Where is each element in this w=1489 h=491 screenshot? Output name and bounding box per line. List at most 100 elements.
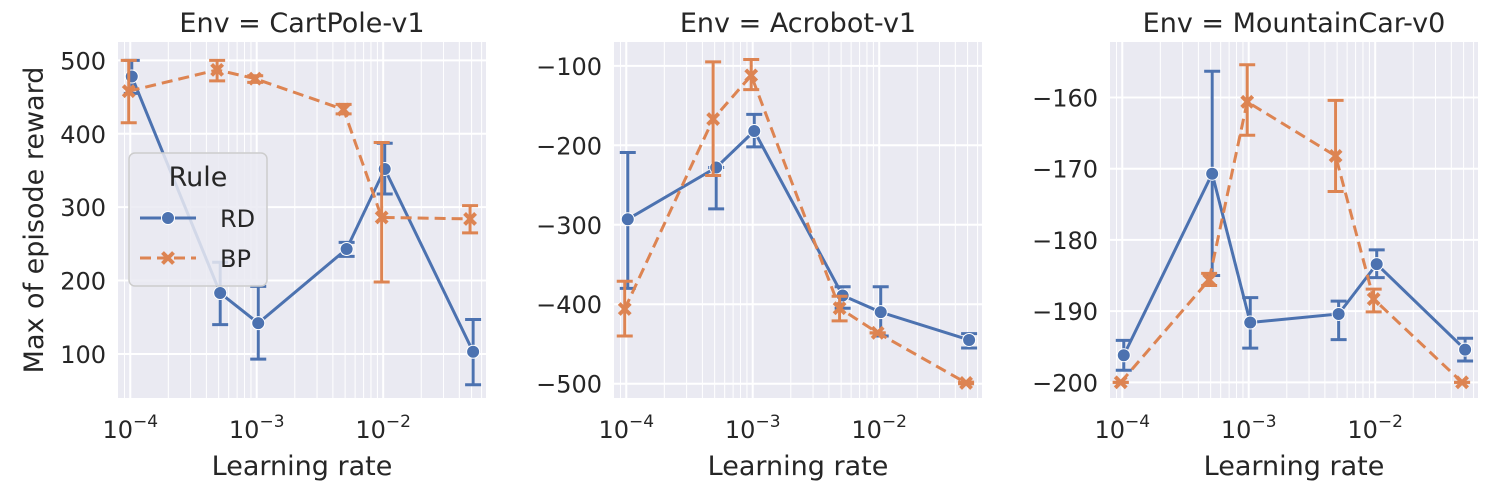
series-bp	[120, 58, 479, 284]
x-tick-exponent: −2	[1378, 412, 1403, 432]
data-point-x	[374, 210, 389, 225]
x-tick-exponent: −4	[1125, 412, 1150, 432]
x-tick-base: 10	[725, 416, 756, 444]
data-point-x	[1366, 292, 1381, 306]
data-point	[1328, 149, 1343, 163]
x-tick-base: 10	[598, 416, 629, 444]
x-tick-label: 10−3	[1221, 412, 1277, 444]
data-point	[962, 332, 977, 347]
data-point	[873, 305, 888, 320]
legend-marker	[161, 251, 175, 265]
x-tick-base: 10	[1221, 416, 1252, 444]
y-tick-label: −170	[1032, 156, 1098, 184]
x-tick-base: 10	[355, 416, 386, 444]
series-rd	[1115, 69, 1474, 372]
y-axis-label: Max of episode reward	[19, 67, 50, 374]
data-point-x	[121, 84, 136, 99]
grid	[614, 42, 982, 398]
data-point-x	[1240, 94, 1255, 109]
x-axis-label: Learning rate	[708, 451, 889, 482]
panel-title: Env = Acrobot-v1	[680, 8, 916, 39]
data-point	[251, 316, 266, 331]
y-tick-label: −200	[536, 132, 602, 160]
data-point	[1366, 292, 1381, 306]
x-tick-label: 10−4	[102, 412, 158, 444]
y-tick-label: −500	[536, 371, 602, 399]
data-point	[1113, 375, 1128, 390]
data-point	[709, 160, 724, 175]
data-point	[620, 212, 635, 227]
x-tick-exponent: −3	[259, 412, 284, 432]
legend-label: RD	[220, 205, 255, 233]
data-point	[374, 210, 389, 225]
y-tick-label: 500	[60, 47, 106, 75]
panel-title: Env = CartPole-v1	[179, 8, 424, 39]
data-point	[1205, 166, 1220, 181]
series-line	[1122, 169, 1467, 356]
data-point	[213, 286, 228, 301]
data-point-x	[210, 62, 225, 77]
data-point-x	[959, 375, 973, 390]
data-point	[617, 302, 632, 316]
legend-entry-bp: BP	[140, 245, 251, 273]
data-point	[1243, 315, 1258, 330]
x-tick-exponent: −4	[629, 412, 654, 432]
data-point-x	[744, 68, 759, 83]
data-point	[121, 84, 136, 99]
x-tick-exponent: −3	[1251, 412, 1276, 432]
data-point	[466, 344, 481, 359]
y-tick-label: 400	[60, 121, 106, 149]
plot-area	[1110, 42, 1478, 398]
data-point	[339, 241, 354, 256]
x-tick-exponent: −2	[386, 412, 411, 432]
panel-title: Env = MountainCar-v0	[1143, 8, 1446, 39]
data-point-x	[1328, 149, 1343, 163]
x-tick-exponent: −3	[755, 412, 780, 432]
data-point	[210, 62, 225, 77]
y-tick-label: −300	[536, 212, 602, 240]
data-point	[248, 71, 263, 86]
y-tick-label: −100	[536, 53, 602, 81]
x-tick-base: 10	[102, 416, 133, 444]
legend-title: Rule	[169, 162, 228, 193]
data-point-x	[1455, 375, 1469, 390]
legend-label: BP	[220, 245, 251, 273]
grid	[118, 42, 486, 398]
data-point-x	[463, 211, 477, 226]
data-point	[377, 161, 392, 176]
x-tick-base: 10	[851, 416, 882, 444]
series-line	[128, 68, 471, 221]
data-point	[959, 375, 973, 390]
x-tick-label: 10−2	[1347, 412, 1403, 444]
data-point-x	[1202, 272, 1217, 287]
x-tick-label: 10−4	[1094, 412, 1150, 444]
y-tick-label: 100	[60, 341, 106, 369]
x-tick-label: 10−3	[725, 412, 781, 444]
data-point-x	[336, 102, 351, 117]
x-axis-label: Learning rate	[212, 451, 393, 482]
x-tick-label: 10−2	[355, 412, 411, 444]
series-line	[627, 128, 970, 342]
data-point	[747, 124, 762, 138]
data-point	[336, 102, 351, 117]
data-point	[1458, 342, 1473, 357]
data-point-x	[617, 302, 632, 316]
data-point	[1116, 348, 1131, 363]
data-point-x	[832, 301, 847, 316]
grid	[1110, 42, 1478, 398]
data-point	[1202, 272, 1217, 287]
legend-entry-rd: RD	[140, 205, 255, 233]
data-point	[744, 68, 759, 83]
data-point	[870, 325, 885, 340]
y-tick-label: 200	[60, 268, 106, 296]
data-point-x	[248, 71, 263, 86]
series-bp	[1112, 63, 1471, 390]
error-bar	[373, 141, 390, 284]
series-bp	[616, 57, 975, 390]
data-point	[706, 112, 721, 126]
y-tick-label: −200	[1032, 369, 1098, 397]
x-tick-label: 10−3	[229, 412, 285, 444]
